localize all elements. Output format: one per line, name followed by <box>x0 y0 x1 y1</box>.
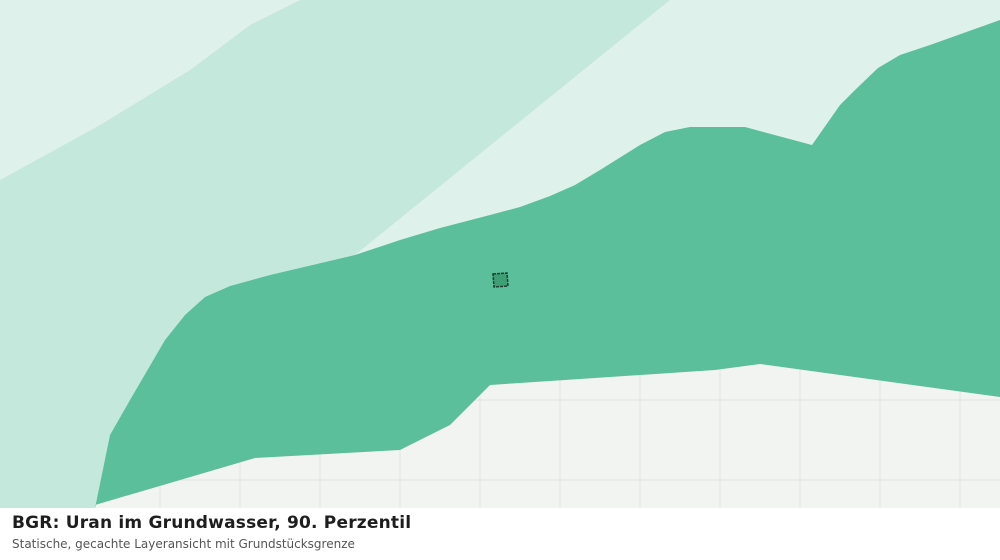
zone-low <box>0 0 300 180</box>
caption-subtitle: Statische, gecachte Layeransicht mit Gru… <box>12 537 355 551</box>
zone-high <box>95 20 1000 508</box>
map <box>0 0 1000 508</box>
zone-low <box>355 0 1000 255</box>
parcel-boundary <box>492 272 509 288</box>
zone-medium <box>0 0 670 508</box>
caption-title: BGR: Uran im Grundwasser, 90. Perzentil <box>12 513 412 533</box>
